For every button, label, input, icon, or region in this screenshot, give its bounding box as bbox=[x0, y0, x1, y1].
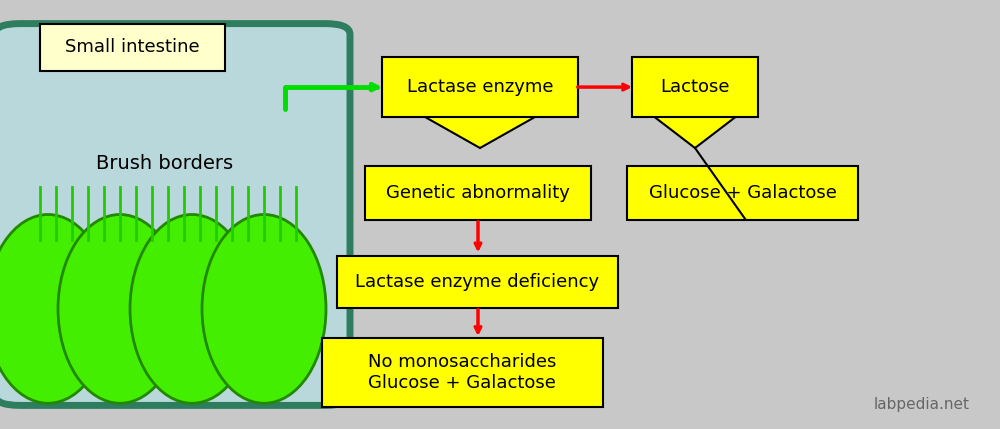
Ellipse shape bbox=[0, 214, 110, 403]
FancyBboxPatch shape bbox=[632, 57, 758, 117]
Text: Lactase enzyme deficiency: Lactase enzyme deficiency bbox=[355, 273, 600, 291]
FancyBboxPatch shape bbox=[337, 256, 618, 308]
FancyBboxPatch shape bbox=[382, 57, 578, 117]
Text: Genetic abnormality: Genetic abnormality bbox=[386, 184, 570, 202]
FancyBboxPatch shape bbox=[322, 338, 603, 407]
Text: Brush borders: Brush borders bbox=[96, 154, 234, 172]
Polygon shape bbox=[653, 116, 737, 148]
Text: Lactase enzyme: Lactase enzyme bbox=[407, 78, 553, 96]
Text: labpedia.net: labpedia.net bbox=[874, 397, 970, 412]
Ellipse shape bbox=[202, 214, 326, 403]
Ellipse shape bbox=[130, 214, 254, 403]
FancyBboxPatch shape bbox=[627, 166, 858, 220]
Ellipse shape bbox=[58, 214, 182, 403]
Text: Lactose: Lactose bbox=[660, 78, 730, 96]
Polygon shape bbox=[423, 116, 537, 148]
Text: Small intestine: Small intestine bbox=[65, 38, 200, 56]
Text: No monosaccharides
Glucose + Galactose: No monosaccharides Glucose + Galactose bbox=[368, 353, 557, 392]
FancyBboxPatch shape bbox=[365, 166, 591, 220]
FancyBboxPatch shape bbox=[0, 24, 350, 405]
Text: Glucose + Galactose: Glucose + Galactose bbox=[649, 184, 836, 202]
FancyBboxPatch shape bbox=[40, 24, 225, 71]
